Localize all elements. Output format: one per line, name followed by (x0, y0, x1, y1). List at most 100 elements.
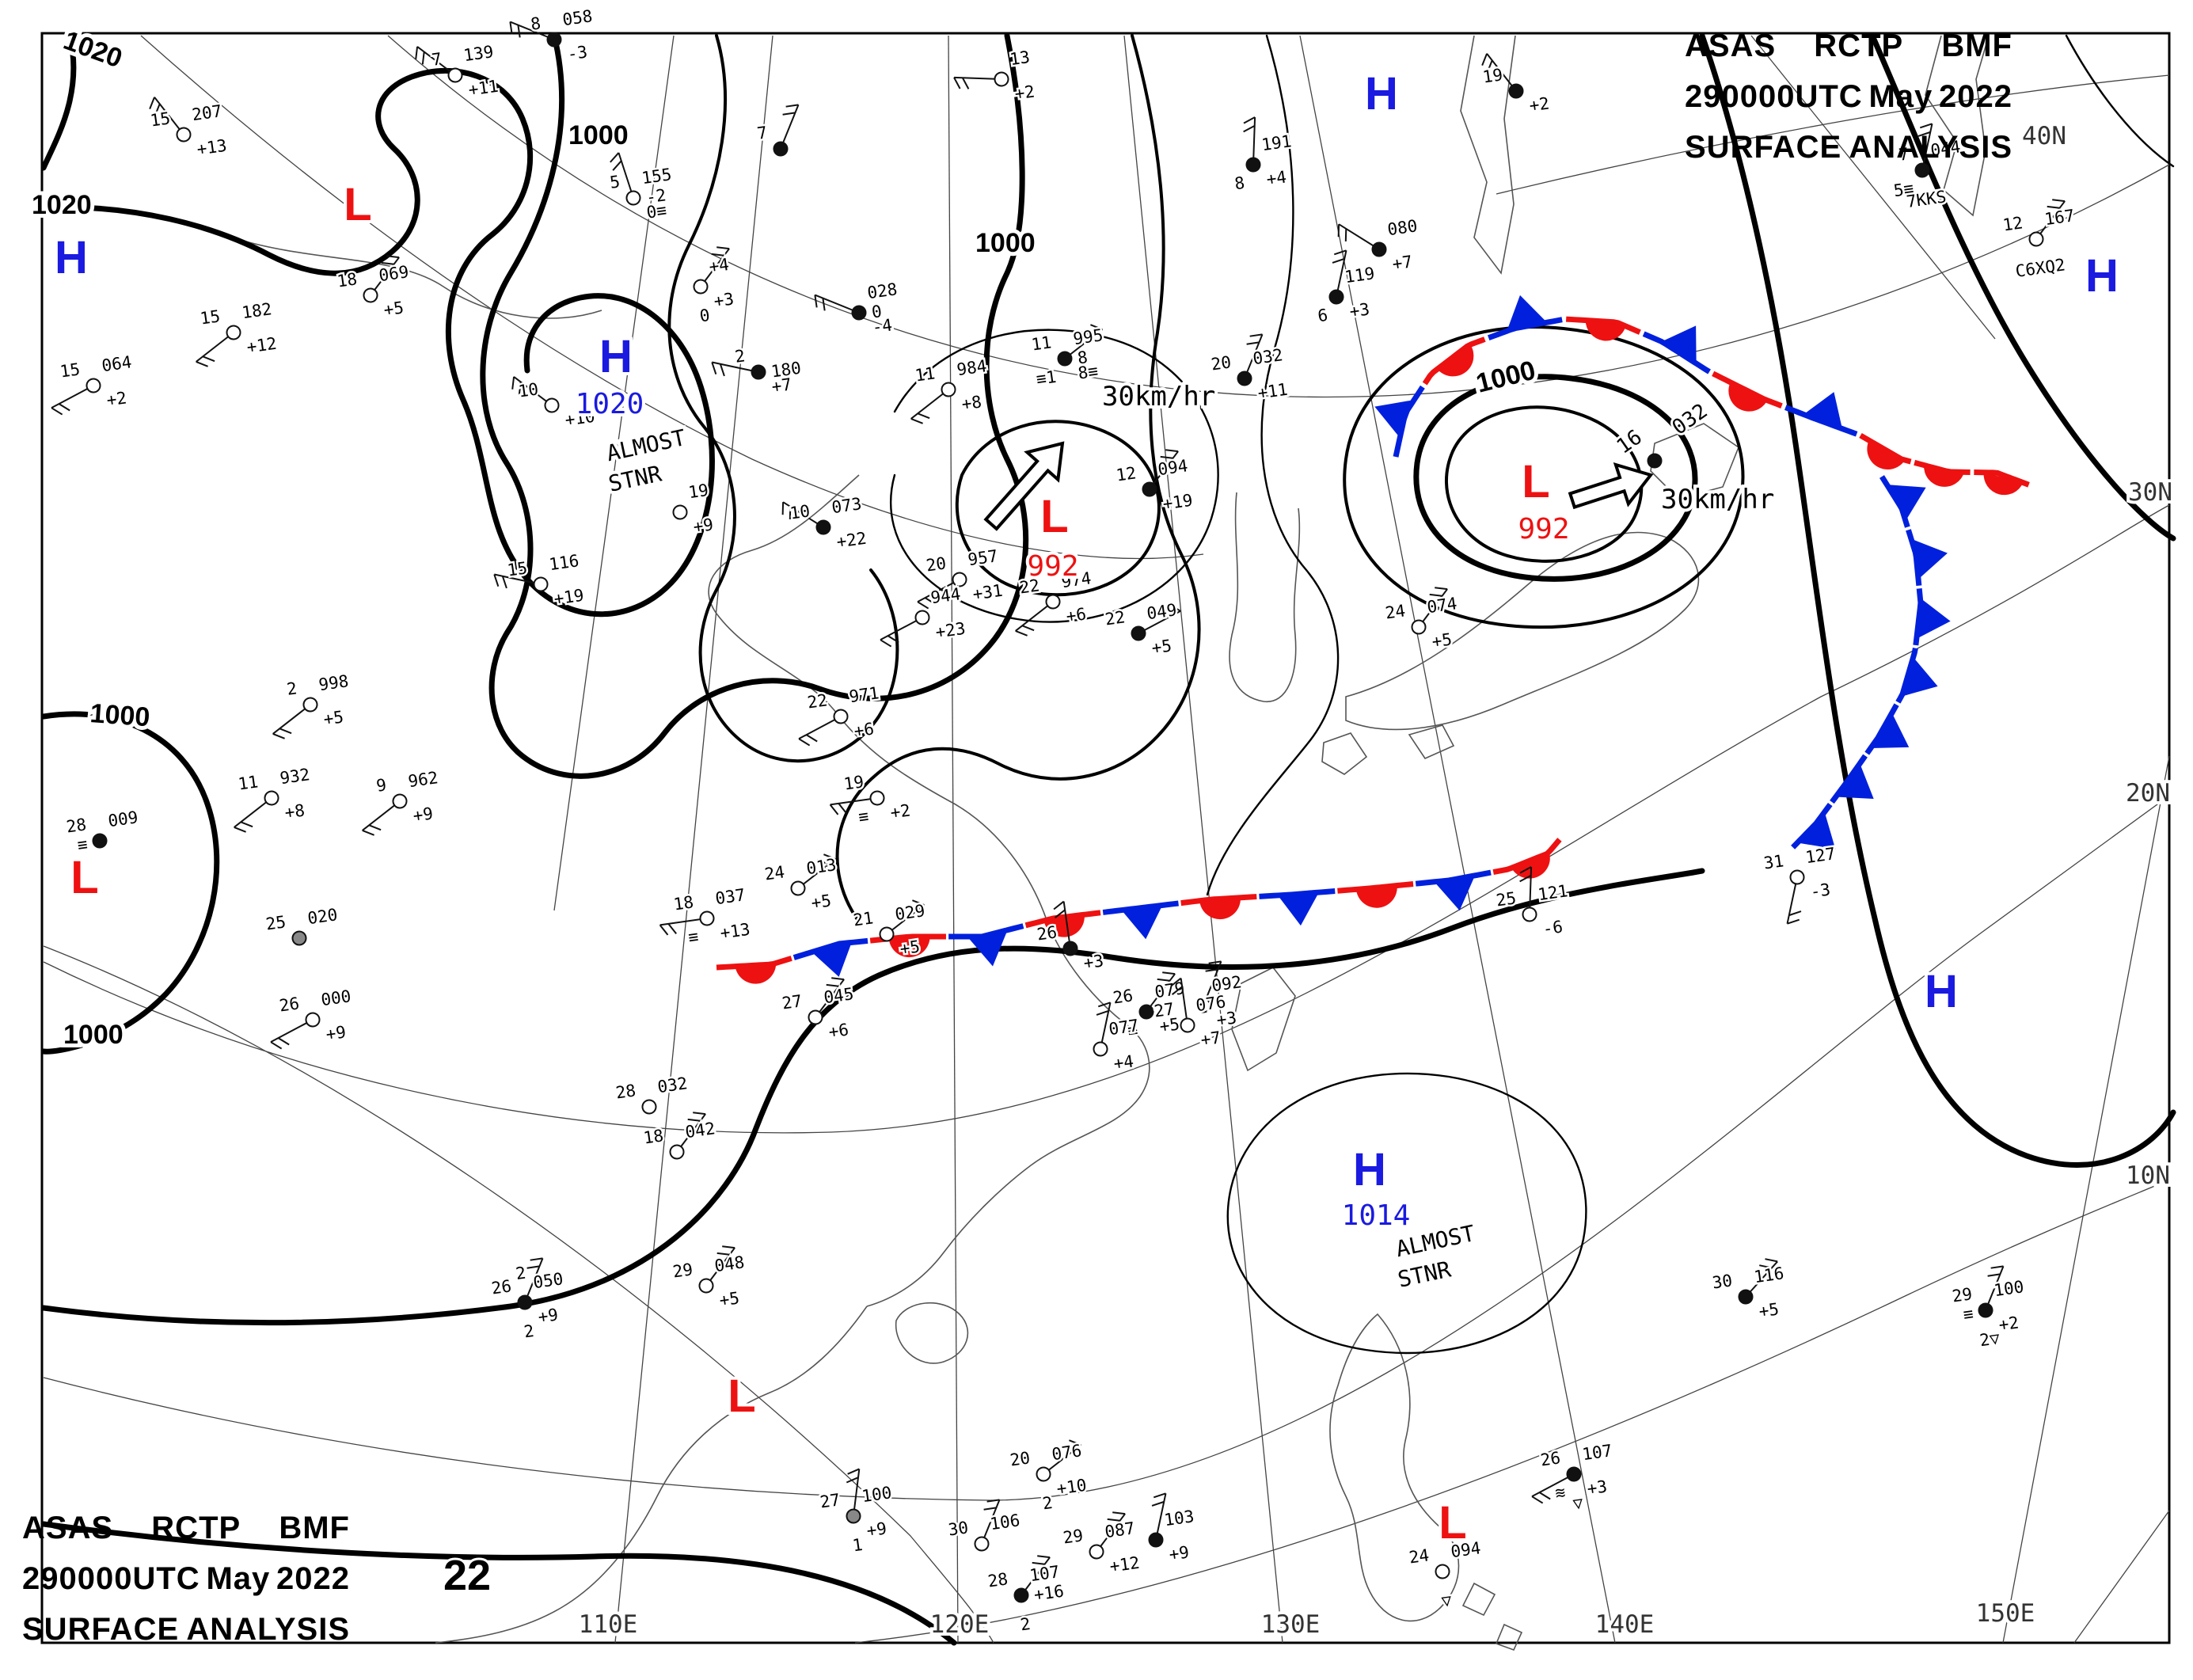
svg-text:+5: +5 (1431, 629, 1453, 651)
station-circle-icon (1131, 625, 1146, 641)
station-circle-icon (941, 382, 956, 397)
station-circle-icon (879, 926, 895, 942)
svg-text:+4: +4 (708, 255, 730, 276)
svg-text:107: 107 (1581, 1441, 1613, 1464)
station-plot: 15 064+2 (51, 351, 135, 416)
svg-text:120E: 120E (930, 1610, 990, 1639)
station-circle-icon (1435, 1564, 1450, 1579)
svg-text:0: 0 (698, 306, 711, 326)
station-circle-icon (851, 305, 867, 321)
title-word: 2022 (276, 1561, 350, 1596)
svg-text:25: 25 (264, 912, 287, 933)
svg-text:+5: +5 (382, 298, 405, 319)
station-plot (1647, 453, 1663, 469)
title-chart-type: SURFACE ANALYSIS (1685, 130, 2012, 181)
svg-text:050: 050 (532, 1269, 564, 1292)
svg-text:26: 26 (1036, 922, 1058, 944)
title-block-top-right: ASAS RCTP BMF 290000UTC May 2022 SURFACE ANAL… (1685, 29, 2012, 181)
station-circle-icon (1978, 1302, 1993, 1318)
svg-text:H: H (1353, 1144, 1386, 1195)
station-circle-icon (952, 572, 967, 587)
svg-text:26: 26 (490, 1276, 512, 1298)
svg-text:27: 27 (781, 991, 803, 1013)
title-word: 290000UTC (1685, 79, 1863, 114)
svg-text:+8: +8 (960, 392, 982, 413)
svg-text:2: 2 (286, 678, 298, 699)
graticule (43, 35, 2170, 1644)
station-circle-icon (994, 71, 1009, 87)
svg-text:-6: -6 (1541, 917, 1564, 938)
svg-text:18: 18 (336, 269, 358, 291)
svg-text:22: 22 (1018, 576, 1040, 597)
title-block-bottom-left: ASAS RCTP BMF 290000UTC May 2022 SURFACE ANAL… (22, 1511, 350, 1663)
station-plot: 25 020 (263, 903, 340, 946)
svg-text:058: 058 (561, 6, 594, 29)
svg-text:22: 22 (1104, 607, 1126, 629)
svg-text:26: 26 (1112, 986, 1134, 1007)
svg-text:40N: 40N (2022, 122, 2066, 150)
station-circle-icon (1789, 869, 1805, 885)
station-circle-icon (1508, 83, 1524, 99)
station-circle-icon (1142, 481, 1157, 497)
station-circle-icon (1914, 162, 1930, 178)
station-plot: 28 009 ≡ (63, 806, 142, 857)
svg-text:+9: +9 (325, 1022, 347, 1043)
station-plot: 19 +2 (1480, 53, 1553, 117)
title-product: ASAS RCTP BMF (1685, 29, 2012, 79)
svg-text:18: 18 (672, 892, 694, 914)
svg-text:+4: +4 (1112, 1051, 1135, 1073)
svg-text:+3: +3 (713, 289, 735, 310)
svg-text:8≡: 8≡ (1077, 361, 1099, 382)
station-circle-icon (669, 1144, 685, 1160)
title-word: SURFACE (1685, 130, 1842, 165)
svg-text:29: 29 (671, 1260, 694, 1281)
svg-text:25: 25 (1495, 888, 1517, 910)
station-plot: 29 087+12 (1060, 1511, 1143, 1578)
station-plot: 944 +23 (880, 583, 969, 648)
station-circle-icon (808, 1009, 823, 1025)
motion-arrows: 30km/hr 30km/hr (983, 378, 1777, 531)
svg-text:984: 984 (956, 356, 988, 379)
svg-text:≡: ≡ (76, 834, 89, 855)
station-circle-icon (1062, 941, 1078, 956)
svg-text:28: 28 (65, 815, 87, 836)
svg-text:28: 28 (614, 1081, 637, 1102)
svg-text:29: 29 (1951, 1284, 1973, 1306)
svg-text:+9: +9 (412, 804, 434, 825)
svg-text:L: L (728, 1370, 755, 1422)
svg-text:992: 992 (1027, 550, 1078, 583)
station-plot: 15 207+13 (147, 97, 230, 161)
svg-text:100: 100 (1993, 1277, 2025, 1300)
svg-text:+5: +5 (899, 937, 921, 958)
station-plot: 28 107+162 (985, 1555, 1067, 1636)
station-circle-icon (363, 287, 378, 303)
svg-text:L: L (1522, 456, 1549, 507)
svg-text:+6: +6 (827, 1020, 849, 1041)
station-plot: 20 076+102 (1007, 1439, 1090, 1515)
svg-text:130E: 130E (1261, 1610, 1321, 1639)
svg-text:2: 2 (734, 346, 747, 367)
title-product: ASAS RCTP BMF (22, 1511, 350, 1561)
isobars (40, 32, 2176, 1646)
svg-text:L: L (1040, 491, 1068, 542)
station-circle-icon (86, 378, 101, 393)
svg-text:24: 24 (1408, 1545, 1430, 1567)
station-circle-icon (846, 1508, 861, 1524)
svg-text:1000: 1000 (63, 1020, 124, 1050)
station-plot: 30 106 (945, 1499, 1023, 1552)
title-word: ASAS (1685, 29, 1777, 63)
svg-text:-4: -4 (871, 315, 893, 336)
title-word: ASAS (22, 1511, 114, 1545)
svg-text:≋: ≋ (1554, 1483, 1567, 1503)
title-word: 2022 (1939, 79, 2012, 114)
svg-text:+7: +7 (770, 374, 792, 396)
station-circle-icon (815, 519, 831, 535)
station-circle-icon (751, 364, 766, 380)
station-circle-icon (546, 32, 562, 48)
station-circle-icon (1093, 1041, 1108, 1057)
station-circle-icon (226, 325, 241, 340)
svg-text:L: L (344, 179, 371, 230)
svg-text:+6: +6 (853, 719, 875, 740)
